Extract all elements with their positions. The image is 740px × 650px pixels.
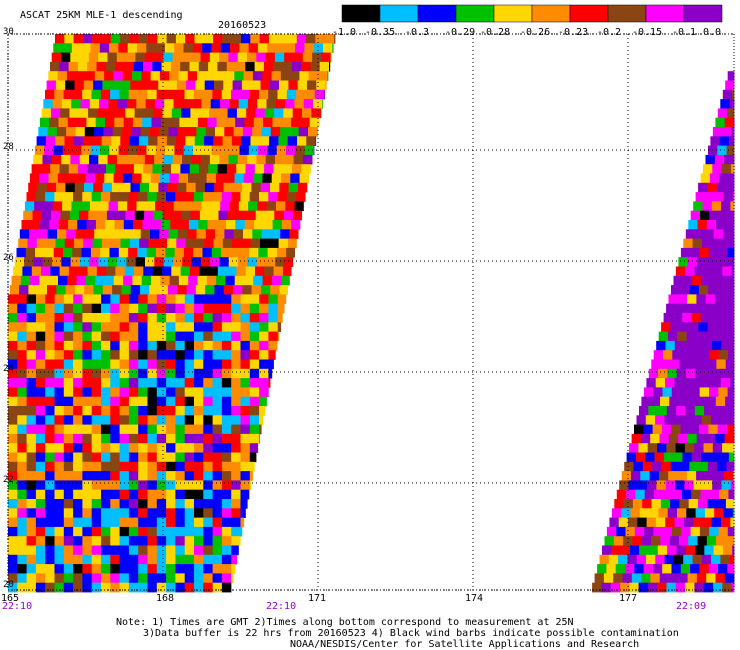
colorbar-segment — [455, 4, 495, 23]
chart-title: ASCAT 25KM MLE-1 descending — [20, 10, 183, 21]
colorbar-segment — [341, 4, 381, 23]
colorbar-segment — [645, 4, 685, 23]
note-line-2: 3)Data buffer is 22 hrs from 20160523 4)… — [143, 628, 679, 639]
lat-label-24: 24 — [3, 364, 14, 374]
note-line-3: NOAA/NESDIS/Center for Satellite Applica… — [290, 639, 640, 650]
colorbar-segment — [607, 4, 647, 23]
time-label-middle: 22:10 — [266, 601, 297, 612]
lon-label-168: 168 — [156, 593, 175, 604]
time-label-left: 22:10 — [2, 601, 33, 612]
colorbar-tick-label: -0.15 — [632, 27, 663, 38]
lat-label-22: 22 — [3, 475, 14, 485]
note-line-1: Note: 1) Times are GMT 2)Times along bot… — [116, 617, 574, 628]
colorbar-segment — [417, 4, 457, 23]
colorbar-tick-label: -1.0 — [332, 27, 357, 38]
colorbar-segment — [379, 4, 419, 23]
lat-label-28: 28 — [3, 142, 14, 152]
lat-label-20: 20 — [3, 580, 14, 590]
colorbar-tick-label: 0.0 — [703, 27, 722, 38]
lon-label-171: 171 — [308, 593, 327, 604]
colorbar-tick-label: -0.35 — [365, 27, 396, 38]
lat-label-30: 30 — [3, 27, 14, 37]
colorbar-tick-label: -0.3 — [405, 27, 430, 38]
lat-label-26: 26 — [3, 253, 14, 263]
colorbar-tick-label: -0.28 — [480, 27, 511, 38]
colorbar-tick-label: -0.23 — [558, 27, 589, 38]
lon-label-174: 174 — [465, 593, 484, 604]
date-label: 20160523 — [218, 20, 267, 31]
colorbar-segment — [683, 4, 723, 23]
colorbar-segment — [493, 4, 533, 23]
colorbar-tick-label: -0.1 — [672, 27, 697, 38]
time-label-right: 22:09 — [676, 601, 707, 612]
lon-label-165: 165 — [1, 593, 20, 604]
swath-data-layer — [8, 34, 735, 593]
lon-label-177: 177 — [619, 593, 638, 604]
colorbar-tick-label: -0.2 — [597, 27, 622, 38]
colorbar-segment — [569, 4, 609, 23]
colorbar-tick-label: -0.26 — [520, 27, 551, 38]
colorbar-tick-label: -0.29 — [445, 27, 476, 38]
plot-frame — [7, 33, 735, 591]
colorbar-segment — [531, 4, 571, 23]
colorbar — [341, 4, 723, 23]
